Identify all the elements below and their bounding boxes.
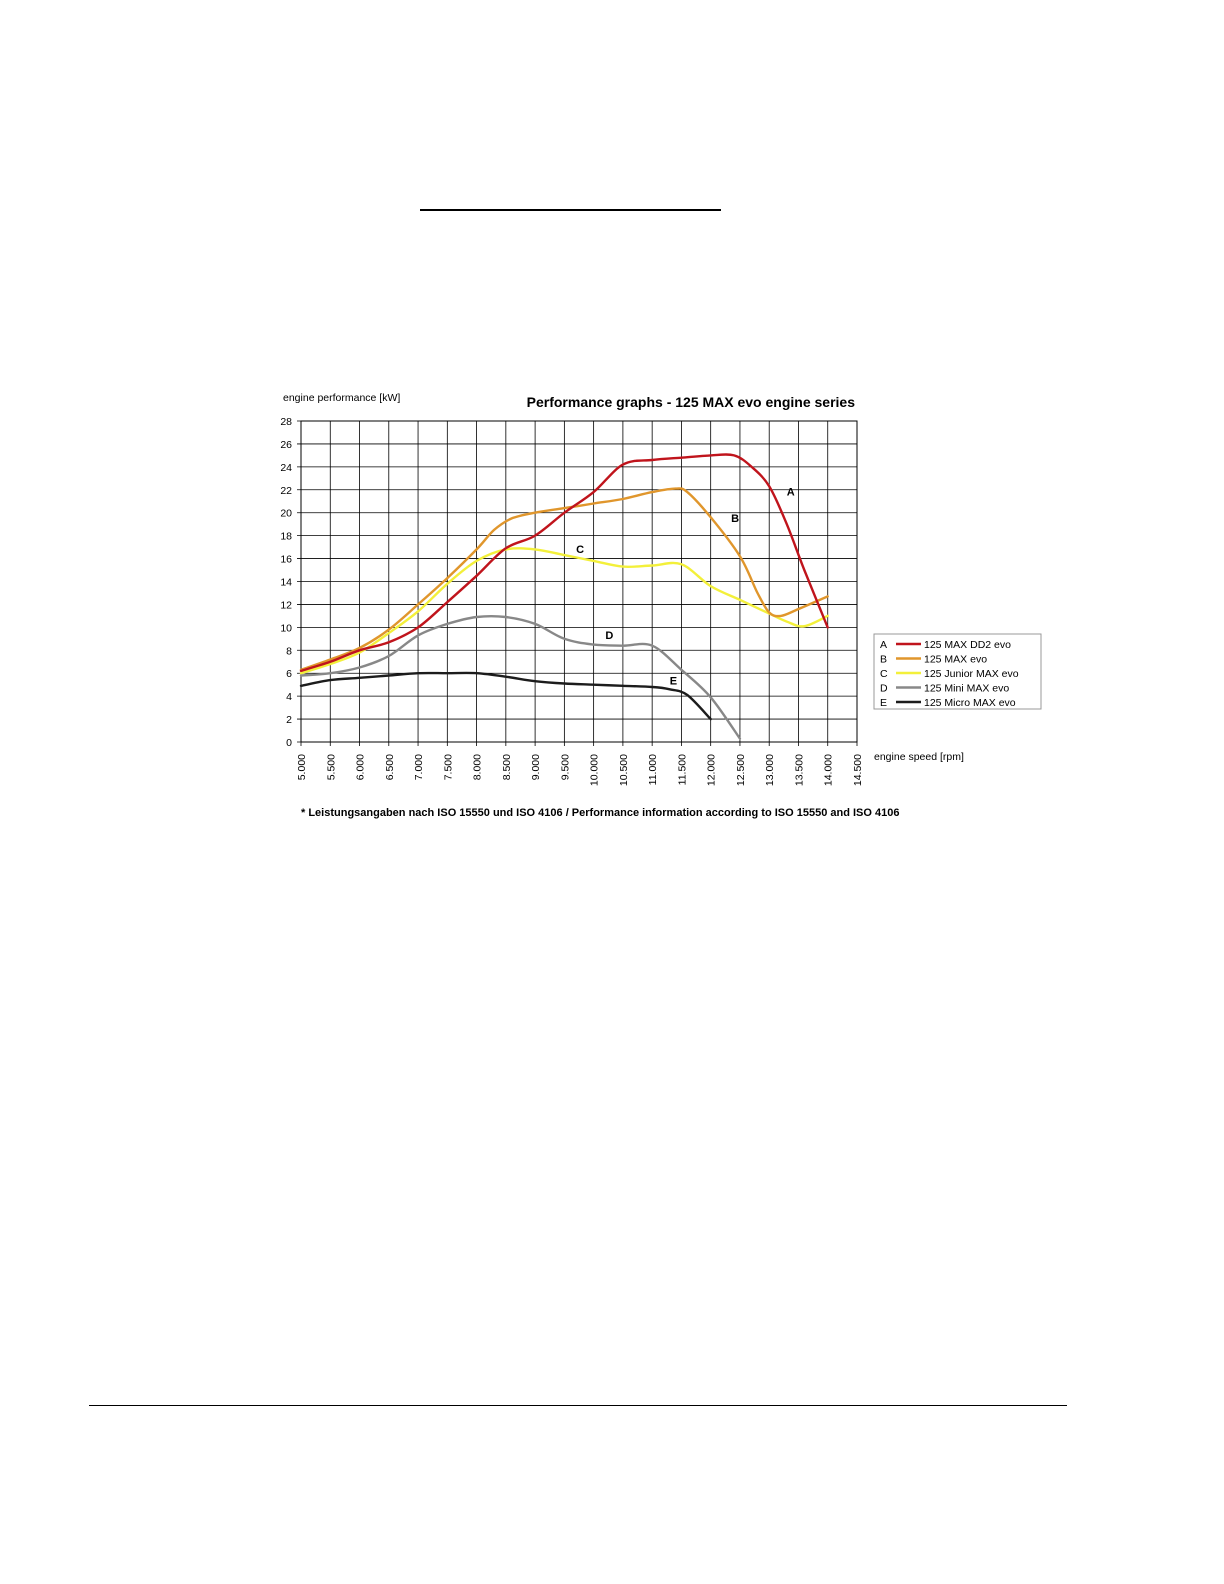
y-tick-label: 24: [280, 462, 292, 474]
x-tick-label: 5.000: [296, 754, 308, 780]
legend: A 125 MAX DD2 evo B 125 MAX evo C 125 Junior …: [873, 633, 1042, 710]
y-tick-label: 0: [286, 737, 292, 749]
x-tick-label: 9.000: [530, 754, 542, 780]
series-line-b: [299, 487, 829, 671]
legend-box: [873, 633, 1042, 710]
legend-series-name: 125 MAX evo: [924, 654, 987, 666]
series-line-c: [299, 547, 829, 675]
x-tick-label: 9.500: [559, 754, 571, 780]
y-tick-label: 8: [286, 645, 292, 657]
y-tick-label: 10: [280, 622, 292, 634]
curve-label-c: C: [576, 544, 584, 556]
y-tick-label: 4: [286, 691, 292, 703]
y-tick-label: 12: [280, 599, 292, 611]
legend-letter: C: [880, 668, 888, 680]
curve-label-d: D: [605, 630, 613, 642]
series-line-a: [299, 453, 829, 673]
curve-label-a: A: [787, 487, 795, 499]
x-tick-label: 14.500: [852, 754, 864, 786]
x-tick-label: 6.500: [384, 754, 396, 780]
legend-series-name: 125 Micro MAX evo: [924, 697, 1016, 709]
y-tick-label: 18: [280, 531, 292, 543]
x-tick-label: 8.500: [501, 754, 513, 780]
x-tick-label: 10.500: [618, 754, 630, 786]
y-tick-label: 26: [280, 439, 292, 451]
footnote: * Leistungsangaben nach ISO 15550 und IS…: [301, 807, 899, 819]
y-tick-label: 16: [280, 554, 292, 566]
curve-labels: A B C D E: [576, 487, 795, 688]
legend-letter: E: [880, 697, 887, 709]
x-tick-label: 7.500: [442, 754, 454, 780]
y-tick-label: 22: [280, 485, 292, 497]
x-tick-label: 8.000: [472, 754, 484, 780]
legend-letter: B: [880, 654, 887, 666]
y-tick-label: 6: [286, 668, 292, 680]
series-line-e: [299, 671, 712, 721]
legend-letter: D: [880, 683, 888, 695]
y-tick-label: 20: [280, 508, 292, 520]
x-tick-label: 11.500: [676, 754, 688, 785]
x-tick-label: 6.000: [355, 754, 367, 780]
y-tick-label: 28: [280, 416, 292, 428]
grid: [297, 420, 858, 746]
legend-series-name: 125 MAX DD2 evo: [924, 639, 1011, 651]
series-line-d: [299, 614, 742, 740]
curve-label-e: E: [670, 676, 677, 688]
bottom-rule: [89, 1405, 1067, 1406]
series-lines: [299, 453, 829, 740]
x-tick-label: 13.000: [764, 754, 776, 786]
x-tick-label: 10.000: [589, 754, 601, 786]
top-rule: [420, 209, 721, 211]
chart-title: Performance graphs - 125 MAX evo engine …: [527, 394, 856, 410]
y-axis-label: engine performance [kW]: [283, 392, 400, 404]
x-tick-label: 12.500: [735, 754, 747, 786]
x-axis-label: engine speed [rpm]: [874, 751, 964, 763]
curve-label-b: B: [731, 513, 739, 525]
x-tick-label: 12.000: [706, 754, 718, 786]
x-tick-label: 11.000: [647, 754, 659, 785]
legend-letter: A: [880, 639, 887, 651]
x-tick-label: 7.000: [413, 754, 425, 780]
x-tick-label: 5.500: [325, 754, 337, 780]
legend-series-name: 125 Junior MAX evo: [924, 668, 1019, 680]
x-tick-labels: 5.000 5.500 6.000 6.500 7.000 7.500 8.000 8.500…: [296, 754, 864, 786]
x-tick-label: 14.000: [823, 754, 835, 786]
y-tick-label: 2: [286, 714, 292, 726]
x-tick-label: 13.500: [793, 754, 805, 786]
y-tick-label: 14: [280, 577, 292, 589]
legend-series-name: 125 Mini MAX evo: [924, 683, 1009, 695]
